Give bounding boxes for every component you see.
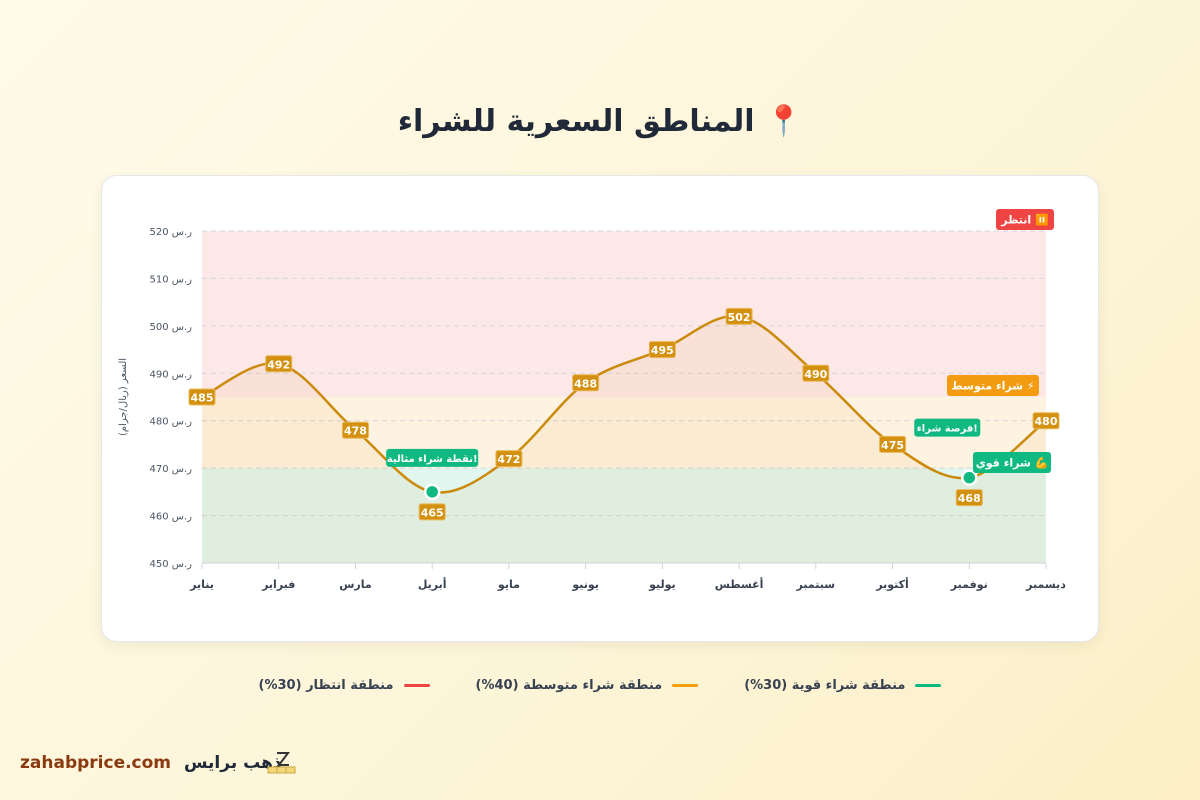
zone-tag-label: ⚡ شراء متوسط	[951, 380, 1034, 393]
data-label: 492	[267, 358, 290, 371]
y-tick-label: 510 ر.س	[150, 274, 193, 285]
x-tick-label: أغسطس	[715, 577, 764, 591]
data-label-box	[572, 374, 600, 392]
page-title: 📍 المناطق السعرية للشراء	[0, 104, 1200, 139]
x-tick-label: ديسمبر	[1025, 578, 1066, 591]
y-tick-label: 480 ر.س	[150, 417, 193, 428]
data-label-box	[1032, 412, 1060, 430]
y-tick-label: 500 ر.س	[150, 322, 193, 333]
x-tick-label: يونيو	[571, 578, 599, 591]
data-label-box	[648, 341, 676, 359]
data-label-box	[879, 435, 907, 453]
x-tick-label: أكتوبر	[875, 577, 909, 591]
pushpin-icon: 📍	[764, 104, 803, 139]
legend: منطقة شراء قوية (30%) منطقة شراء متوسطة …	[0, 678, 1200, 693]
zone-tag-0	[973, 452, 1051, 473]
legend-label: منطقة انتظار (30%)	[258, 678, 394, 693]
annotation-box	[386, 448, 479, 467]
y-tick-label: 520 ر.س	[150, 227, 193, 238]
footer-brand: ذهب برايس	[184, 753, 282, 773]
data-label-box	[955, 489, 983, 507]
data-label-box	[188, 388, 216, 406]
x-tick-label: مايو	[497, 578, 520, 591]
annotation-text: !نقطة شراء مثالية	[387, 454, 478, 465]
data-label: 485	[191, 392, 214, 405]
zone-tag-1	[947, 375, 1039, 396]
footer-url[interactable]: zahabprice.com	[20, 753, 172, 773]
line-area	[202, 315, 1046, 563]
y-tick-label: 460 ر.س	[150, 512, 193, 523]
y-tick-label: 470 ر.س	[150, 464, 193, 475]
x-tick-label: مارس	[339, 578, 371, 591]
data-label: 465	[421, 506, 444, 519]
data-label: 502	[728, 311, 751, 324]
data-label: 488	[574, 377, 597, 390]
data-label: 475	[881, 439, 904, 452]
gold-bars-logo-icon	[267, 752, 296, 774]
title-text: المناطق السعرية للشراء	[397, 104, 755, 139]
data-label-box	[418, 503, 446, 521]
legend-label: منطقة شراء قوية (30%)	[744, 678, 906, 693]
annotation-box	[914, 418, 981, 437]
data-label: 478	[344, 425, 367, 438]
zone-band	[202, 231, 1046, 397]
x-tick-label: فبراير	[261, 578, 295, 591]
legend-item-strong[interactable]: منطقة شراء قوية (30%)	[744, 678, 942, 693]
zone-tag-2	[996, 209, 1054, 230]
legend-swatch	[403, 684, 430, 687]
highlight-point	[423, 483, 441, 501]
y-tick-label: 450 ر.س	[150, 559, 193, 570]
legend-swatch	[672, 684, 699, 687]
chart-card	[101, 175, 1099, 642]
legend-item-medium[interactable]: منطقة شراء متوسطة (40%)	[476, 678, 699, 693]
zone-tag-label: 💪 شراء قوي	[976, 457, 1049, 470]
data-label: 490	[804, 368, 827, 381]
data-label: 480	[1035, 415, 1058, 428]
x-tick-label: نوفمبر	[950, 578, 988, 591]
x-tick-label: أبريل	[418, 577, 447, 591]
data-label-box	[495, 450, 523, 468]
legend-item-wait[interactable]: منطقة انتظار (30%)	[259, 678, 430, 693]
x-tick-label: يوليو	[648, 578, 676, 591]
data-label: 472	[497, 453, 520, 466]
legend-swatch	[915, 684, 942, 687]
annotation-text: !فرصة شراء	[917, 424, 978, 435]
data-label-box	[802, 364, 830, 382]
data-label-box	[265, 355, 293, 373]
x-tick-label: سبتمبر	[796, 578, 836, 591]
data-label-box	[725, 307, 753, 325]
highlight-point	[961, 469, 978, 486]
data-label: 495	[651, 344, 674, 357]
y-tick-label: 490 ر.س	[150, 369, 193, 380]
x-tick-label: يناير	[189, 578, 214, 591]
data-label: 468	[958, 492, 981, 505]
zone-tag-label: ⏸️ انتظر	[1000, 214, 1049, 227]
y-axis-label: السعر (ريال/جرام)	[118, 358, 129, 436]
legend-label: منطقة شراء متوسطة (40%)	[475, 678, 663, 693]
data-label-box	[341, 421, 369, 439]
